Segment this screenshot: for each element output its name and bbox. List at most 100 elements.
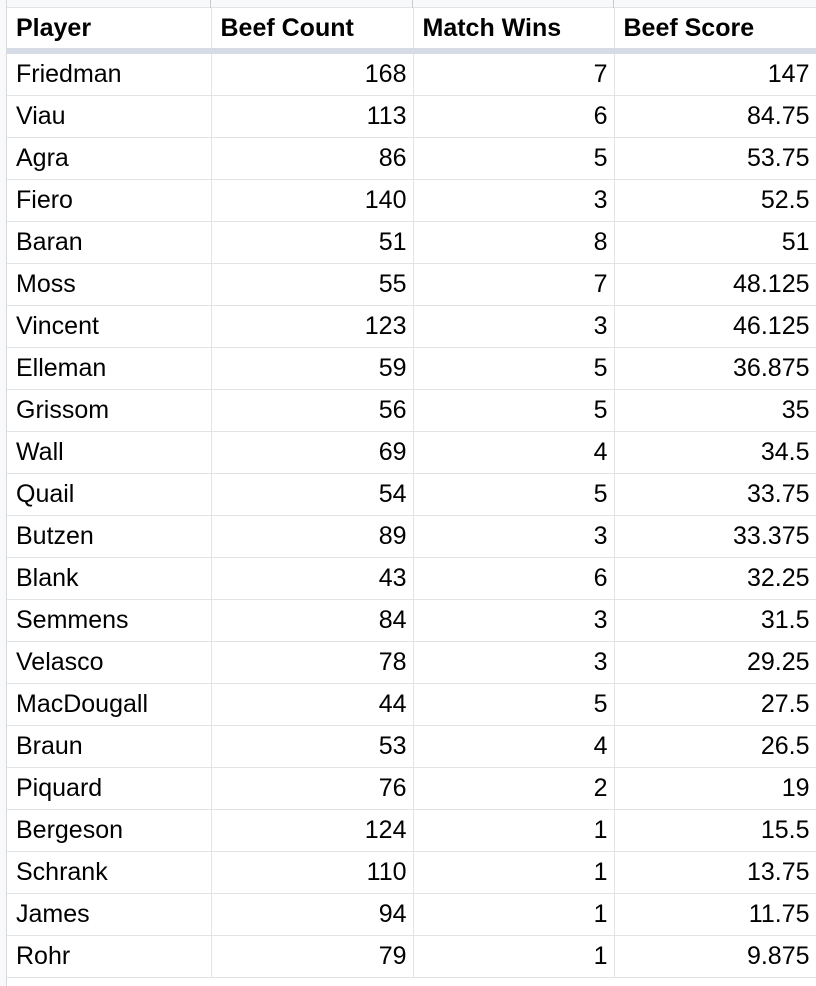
cell-player[interactable]: Agra [7, 137, 212, 180]
cell-beef-count[interactable]: 59 [211, 347, 414, 390]
cell-match-wins[interactable]: 1 [413, 893, 615, 936]
cell-beef-score[interactable]: 31.5 [614, 599, 816, 642]
cell-player[interactable]: Piquard [7, 767, 212, 810]
header-cell-beef-score[interactable]: Beef Score [614, 8, 816, 54]
table-row: Viau 113 6 84.75 [7, 95, 816, 138]
cell-beef-score[interactable]: 19 [614, 767, 816, 810]
cell-beef-score[interactable]: 9.875 [614, 935, 816, 978]
cell-beef-count[interactable]: 94 [211, 893, 414, 936]
cell-player[interactable]: Vincent [7, 305, 212, 348]
cell-beef-score[interactable]: 48.125 [614, 263, 816, 306]
cell-player[interactable]: Butzen [7, 515, 212, 558]
cell-beef-count[interactable]: 89 [211, 515, 414, 558]
column-header-strip[interactable] [0, 0, 816, 8]
cell-player[interactable]: Viau [7, 95, 212, 138]
cell-player[interactable]: MacDougall [7, 683, 212, 726]
cell-beef-score[interactable]: 36.875 [614, 347, 816, 390]
cell-match-wins[interactable]: 6 [413, 95, 615, 138]
cell-beef-score[interactable]: 34.5 [614, 431, 816, 474]
cell-beef-count[interactable]: 84 [211, 599, 414, 642]
cell-match-wins[interactable]: 2 [413, 767, 615, 810]
cell-player[interactable]: Friedman [7, 51, 212, 96]
cell-player[interactable]: Baran [7, 221, 212, 264]
cell-beef-score[interactable]: 33.375 [614, 515, 816, 558]
cell-match-wins[interactable]: 3 [413, 599, 615, 642]
header-cell-beef-count[interactable]: Beef Count [211, 8, 414, 54]
cell-beef-score[interactable]: 46.125 [614, 305, 816, 348]
cell-match-wins[interactable]: 5 [413, 347, 615, 390]
cell-player[interactable]: Wall [7, 431, 212, 474]
cell-beef-count[interactable]: 55 [211, 263, 414, 306]
cell-beef-count[interactable]: 168 [211, 51, 414, 96]
cell-beef-score[interactable]: 84.75 [614, 95, 816, 138]
cell-beef-count[interactable]: 69 [211, 431, 414, 474]
cell-beef-count[interactable]: 76 [211, 767, 414, 810]
cell-beef-score[interactable]: 15.5 [614, 809, 816, 852]
cell-player[interactable]: Quail [7, 473, 212, 516]
cell-beef-score[interactable]: 26.5 [614, 725, 816, 768]
cell-match-wins[interactable]: 3 [413, 179, 615, 222]
cell-beef-count[interactable]: 79 [211, 935, 414, 978]
cell-player[interactable]: James [7, 893, 212, 936]
cell-beef-count[interactable]: 43 [211, 557, 414, 600]
cell-beef-score[interactable]: 147 [614, 51, 816, 96]
cell-player[interactable]: Moss [7, 263, 212, 306]
cell-match-wins[interactable]: 3 [413, 305, 615, 348]
cell-beef-count[interactable]: 140 [211, 179, 414, 222]
cell-player[interactable]: Bergeson [7, 809, 212, 852]
table-row: Moss 55 7 48.125 [7, 263, 816, 306]
cell-match-wins[interactable]: 7 [413, 51, 615, 96]
cell-match-wins[interactable]: 4 [413, 725, 615, 768]
cell-match-wins[interactable]: 5 [413, 137, 615, 180]
cell-beef-score[interactable]: 32.25 [614, 557, 816, 600]
cell-player[interactable]: Semmens [7, 599, 212, 642]
cell-beef-count[interactable]: 110 [211, 851, 414, 894]
table-row: James 94 1 11.75 [7, 893, 816, 936]
cell-beef-count[interactable]: 44 [211, 683, 414, 726]
cell-beef-score[interactable]: 52.5 [614, 179, 816, 222]
cell-match-wins[interactable]: 3 [413, 641, 615, 684]
cell-beef-score[interactable]: 35 [614, 389, 816, 432]
cell-beef-count[interactable]: 78 [211, 641, 414, 684]
cell-beef-count[interactable]: 54 [211, 473, 414, 516]
row-header-strip[interactable] [0, 0, 7, 986]
cell-match-wins[interactable]: 1 [413, 809, 615, 852]
cell-player[interactable]: Elleman [7, 347, 212, 390]
cell-player[interactable]: Grissom [7, 389, 212, 432]
cell-match-wins[interactable]: 3 [413, 515, 615, 558]
cell-player[interactable]: Blank [7, 557, 212, 600]
cell-beef-count[interactable]: 123 [211, 305, 414, 348]
cell-player[interactable]: Schrank [7, 851, 212, 894]
cell-beef-count[interactable]: 124 [211, 809, 414, 852]
cell-match-wins[interactable]: 4 [413, 431, 615, 474]
column-divider[interactable] [412, 0, 413, 8]
cell-match-wins[interactable]: 6 [413, 557, 615, 600]
cell-player[interactable]: Braun [7, 725, 212, 768]
cell-match-wins[interactable]: 7 [413, 263, 615, 306]
cell-beef-count[interactable]: 86 [211, 137, 414, 180]
cell-beef-score[interactable]: 29.25 [614, 641, 816, 684]
cell-beef-score[interactable]: 11.75 [614, 893, 816, 936]
cell-match-wins[interactable]: 5 [413, 389, 615, 432]
cell-beef-score[interactable]: 13.75 [614, 851, 816, 894]
cell-beef-count[interactable]: 53 [211, 725, 414, 768]
cell-match-wins[interactable]: 1 [413, 935, 615, 978]
cell-match-wins[interactable]: 1 [413, 851, 615, 894]
cell-beef-score[interactable]: 33.75 [614, 473, 816, 516]
cell-beef-count[interactable]: 113 [211, 95, 414, 138]
column-divider[interactable] [210, 0, 211, 8]
cell-match-wins[interactable]: 5 [413, 473, 615, 516]
cell-player[interactable]: Rohr [7, 935, 212, 978]
cell-beef-count[interactable]: 56 [211, 389, 414, 432]
cell-player[interactable]: Fiero [7, 179, 212, 222]
cell-player[interactable]: Velasco [7, 641, 212, 684]
cell-beef-count[interactable]: 51 [211, 221, 414, 264]
cell-match-wins[interactable]: 8 [413, 221, 615, 264]
cell-beef-score[interactable]: 53.75 [614, 137, 816, 180]
header-cell-player[interactable]: Player [7, 8, 212, 54]
header-cell-match-wins[interactable]: Match Wins [413, 8, 615, 54]
cell-beef-score[interactable]: 27.5 [614, 683, 816, 726]
column-divider[interactable] [613, 0, 614, 8]
cell-beef-score[interactable]: 51 [614, 221, 816, 264]
cell-match-wins[interactable]: 5 [413, 683, 615, 726]
